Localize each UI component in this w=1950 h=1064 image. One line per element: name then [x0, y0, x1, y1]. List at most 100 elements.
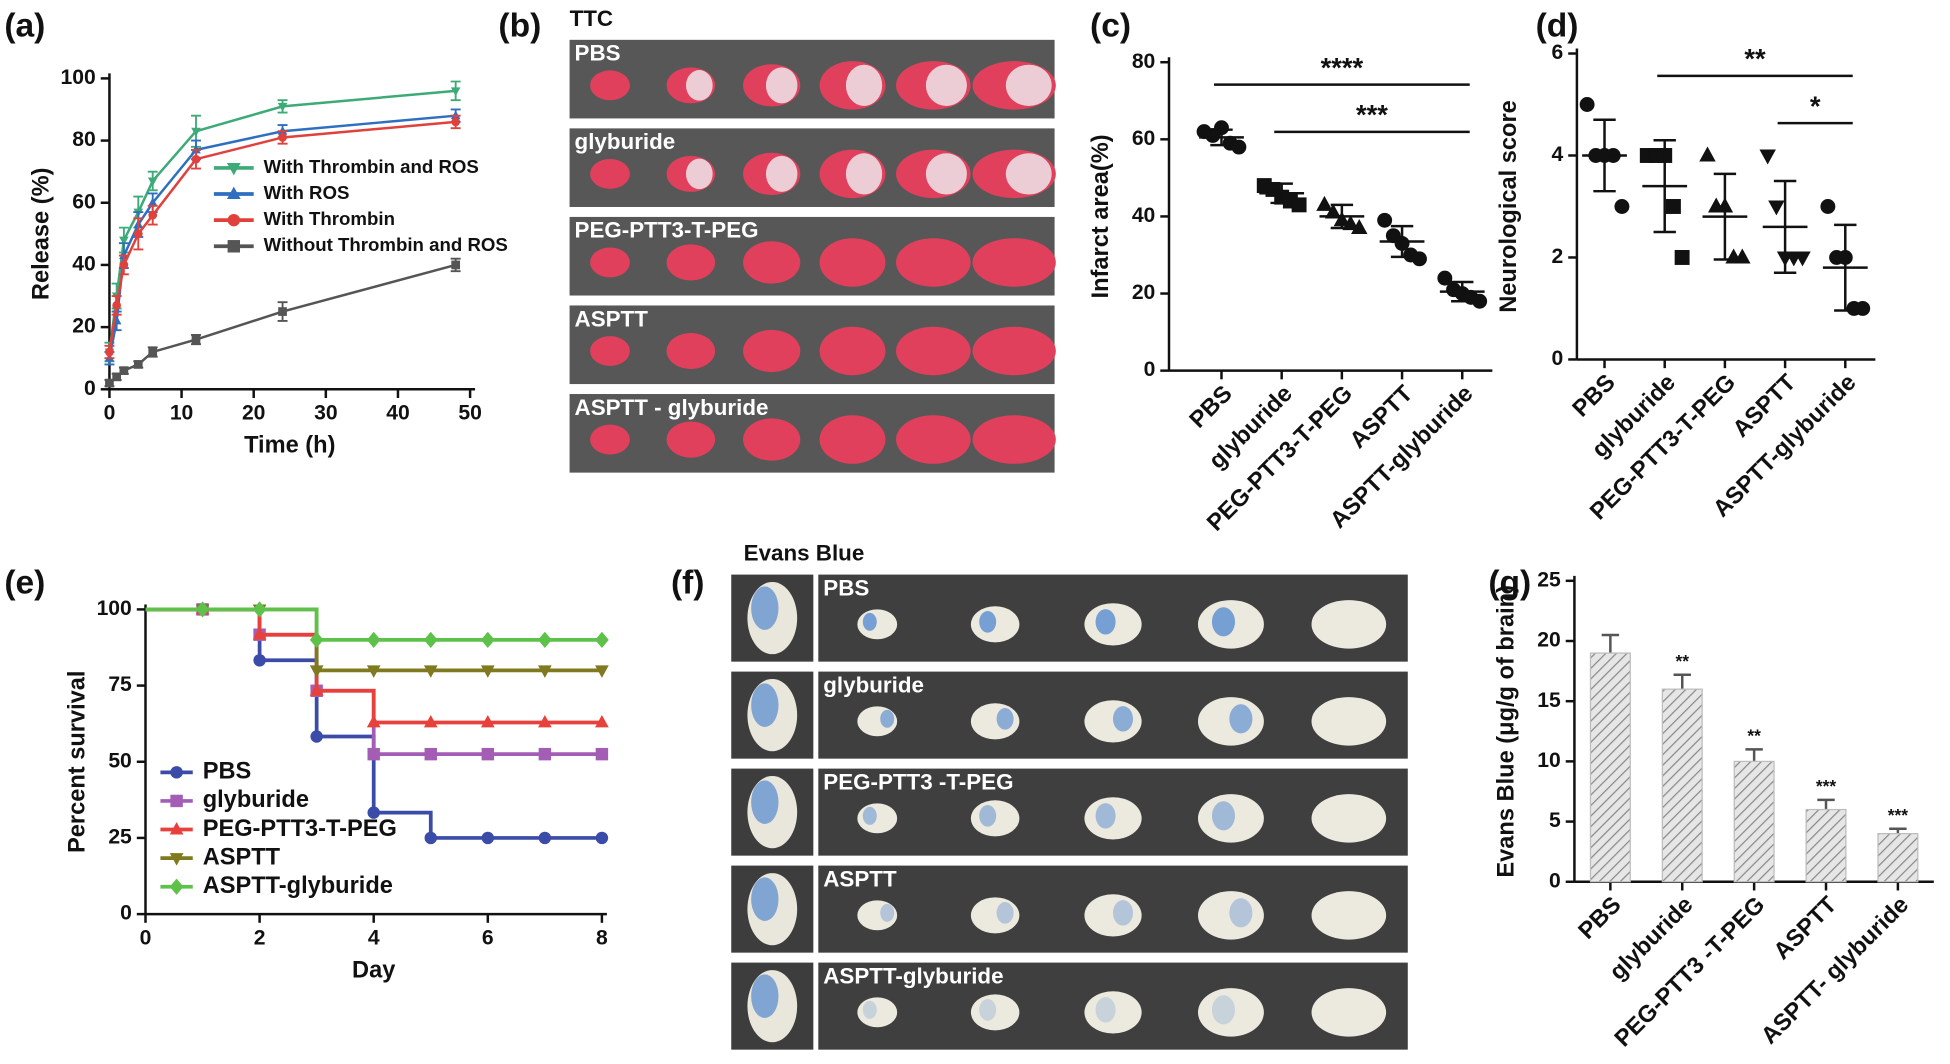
y-tick-label: 40 [1132, 204, 1156, 227]
y-tick-label: 50 [108, 749, 131, 772]
sd-bar [1451, 280, 1474, 303]
brain-slice [819, 238, 886, 287]
survival-curve [145, 607, 602, 642]
bar [1733, 760, 1775, 883]
brain-slice [1311, 794, 1387, 843]
infarct-region [765, 67, 798, 104]
brain-slice [743, 241, 801, 284]
brain-slice [857, 997, 898, 1028]
sd-bar [1210, 128, 1233, 147]
y-tick-label: 0 [84, 377, 96, 400]
legend-marker [226, 186, 241, 200]
dye-region [1095, 609, 1116, 635]
marker [1324, 203, 1342, 219]
marker [253, 654, 266, 667]
brain-slice [1084, 991, 1142, 1034]
marker [538, 747, 552, 761]
panel-label: (g) [1488, 564, 1531, 601]
brain-slice [743, 329, 801, 373]
brain-slice [970, 897, 1020, 934]
dye-region [1112, 706, 1134, 732]
slice-photo [569, 394, 1055, 473]
x-tick-label: 8 [596, 927, 608, 950]
x-tick-label: ASPTT [1769, 892, 1843, 966]
dye-region [880, 709, 895, 728]
y-tick-label: 15 [1537, 689, 1561, 712]
marker [105, 378, 114, 388]
y-tick-label: 60 [72, 190, 95, 213]
brain-slice [1311, 891, 1387, 940]
sd-bar [1773, 179, 1797, 275]
marker [277, 102, 288, 112]
significance-label: ** [1744, 43, 1766, 74]
infarct-region [685, 70, 713, 101]
y-axis-label: Infarct area(%) [1088, 134, 1114, 298]
dye-region [862, 1000, 877, 1019]
slice-photo [569, 39, 1055, 119]
dye-region [979, 999, 997, 1021]
panel-label: (d) [1536, 7, 1579, 44]
marker [1291, 197, 1307, 213]
marker [309, 665, 324, 678]
infarct-region [925, 153, 967, 195]
row-label: ASPTT - glyburide [575, 395, 769, 420]
marker [1699, 146, 1716, 162]
significance-label: *** [1888, 805, 1909, 825]
marker [310, 730, 323, 743]
marker [450, 87, 461, 97]
whole-brain-stain [751, 877, 779, 921]
x-tick-label: 4 [368, 927, 380, 950]
x-tick-label: 10 [170, 402, 193, 425]
dye-region [996, 902, 1014, 924]
marker [1674, 250, 1690, 265]
marker [1768, 200, 1785, 216]
y-tick-label: 0 [120, 902, 132, 925]
marker [112, 372, 122, 382]
brain-slice [1197, 794, 1264, 843]
x-tick-label: PBS [1185, 381, 1238, 434]
brain-slice [590, 70, 630, 101]
marker [309, 631, 324, 648]
legend-marker [227, 213, 241, 227]
bar [1661, 688, 1703, 883]
row-label: ASPTT [823, 866, 897, 891]
infarct-region [685, 158, 713, 190]
dye-region [1112, 900, 1134, 926]
x-tick-label: 50 [458, 402, 482, 425]
panel-label: (f) [671, 564, 705, 601]
y-tick-label: 5 [1549, 809, 1561, 832]
marker [480, 714, 495, 728]
infarct-region [1005, 64, 1052, 106]
panel-label: (a) [4, 7, 45, 44]
y-tick-label: 100 [61, 66, 96, 89]
y-tick-label: 20 [72, 315, 95, 338]
y-tick-label: 20 [1132, 281, 1156, 304]
marker [481, 747, 495, 761]
sd-bar [1713, 172, 1737, 261]
marker [1377, 212, 1393, 228]
photo-title: TTC [570, 6, 614, 31]
panel-label: (c) [1090, 7, 1131, 44]
marker [595, 831, 609, 845]
legend-label: With ROS [264, 182, 350, 203]
brain-slice [666, 421, 716, 458]
series-line [108, 120, 456, 353]
bar [1877, 832, 1919, 883]
brain-slice [590, 336, 630, 366]
marker [147, 197, 158, 207]
marker [278, 133, 287, 142]
marker [1614, 199, 1630, 214]
marker [309, 683, 324, 696]
dye-region [1211, 607, 1236, 637]
whole-brain-stain [751, 974, 779, 1018]
y-tick-label: 0 [1549, 869, 1561, 892]
infarct-region [925, 64, 967, 106]
marker [480, 631, 495, 648]
row-label: PBS [575, 41, 621, 66]
significance-label: ** [1747, 726, 1761, 746]
x-axis-label: Time (h) [244, 433, 335, 459]
legend-label: Without Thrombin and ROS [264, 234, 508, 255]
dye-region [979, 805, 997, 827]
significance-label: *** [1356, 99, 1388, 130]
